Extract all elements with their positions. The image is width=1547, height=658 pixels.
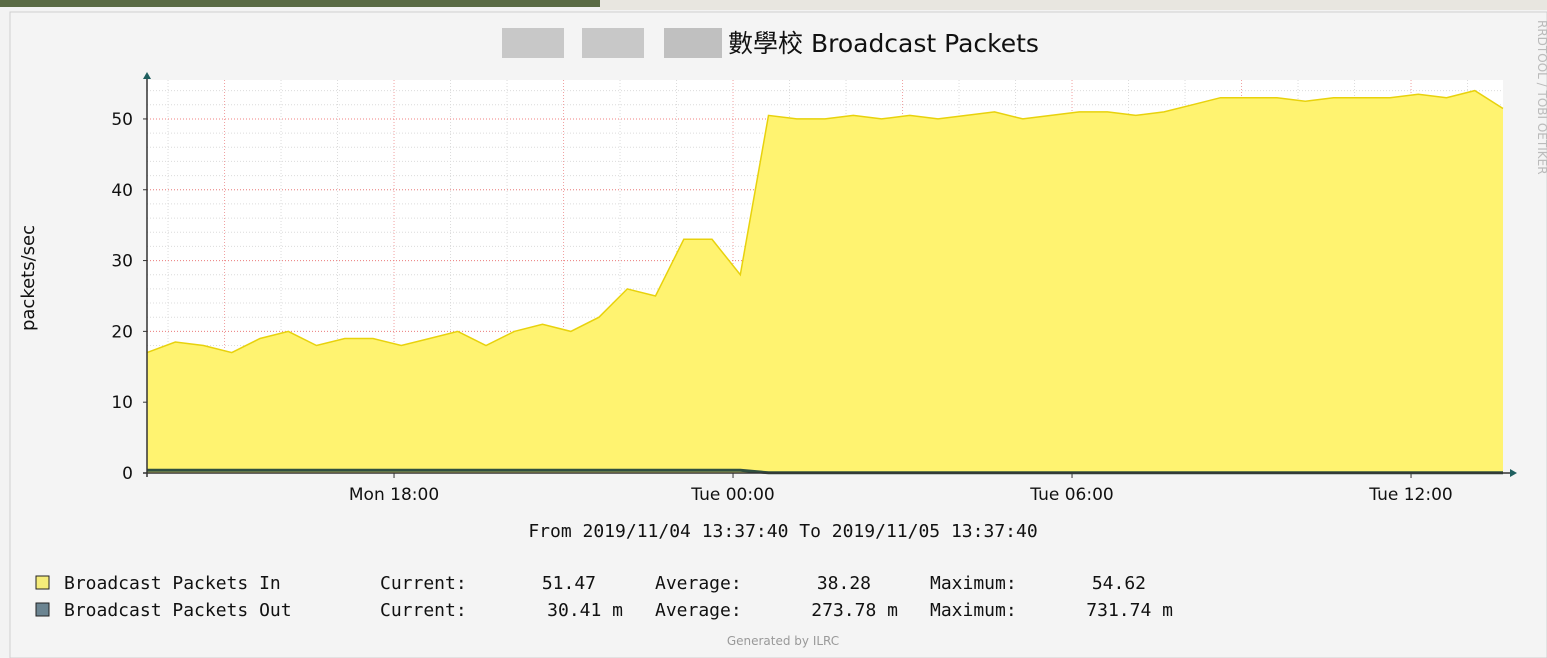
stat-value: 51.47 xyxy=(542,573,596,594)
series-line xyxy=(146,89,1504,354)
y-axis-arrow xyxy=(143,72,151,79)
x-caption: From 2019/11/04 13:37:40 To 2019/11/05 1… xyxy=(528,521,1037,542)
stat-value: 30.41 m xyxy=(547,600,623,621)
stat-label: Maximum: xyxy=(930,600,1017,621)
chart-title: 數學校 Broadcast Packets xyxy=(728,29,1039,58)
blur xyxy=(502,28,564,58)
browser-strip xyxy=(0,0,600,7)
y-tick-label: 10 xyxy=(111,393,133,413)
side-text: RRDTOOL / TOBI OETIKER xyxy=(1535,20,1547,175)
stat-label: Maximum: xyxy=(930,573,1017,594)
legend-label: Broadcast Packets In xyxy=(64,573,281,594)
stat-value: 273.78 m xyxy=(811,600,898,621)
x-axis-arrow xyxy=(1510,469,1517,477)
stat-value: 54.62 xyxy=(1092,573,1146,594)
blur xyxy=(664,28,722,58)
browser-strip xyxy=(600,0,1547,10)
stat-value: 731.74 m xyxy=(1086,600,1173,621)
y-axis-label: packets/sec xyxy=(18,225,39,331)
x-tick-label: Tue 12:00 xyxy=(1368,485,1452,505)
legend-swatch xyxy=(35,602,50,617)
stat-label: Average: xyxy=(655,600,742,621)
y-tick-label: 0 xyxy=(122,464,133,484)
legend-label: Broadcast Packets Out xyxy=(64,600,292,621)
stat-label: Average: xyxy=(655,573,742,594)
stat-label: Current: xyxy=(380,600,467,621)
y-tick-label: 40 xyxy=(111,181,133,201)
blurred-title xyxy=(502,28,722,58)
x-tick-label: Tue 00:00 xyxy=(690,485,774,505)
legend-swatch xyxy=(35,575,50,590)
blur xyxy=(582,28,644,58)
stat-label: Current: xyxy=(380,573,467,594)
y-tick-label: 30 xyxy=(111,252,133,272)
x-tick-label: Mon 18:00 xyxy=(349,485,439,505)
stat-value: 38.28 xyxy=(817,573,871,594)
footer: Generated by ILRC xyxy=(727,634,839,648)
y-tick-label: 20 xyxy=(111,322,133,342)
y-tick-label: 50 xyxy=(111,110,133,130)
area-fill xyxy=(147,90,1503,473)
x-tick-label: Tue 06:00 xyxy=(1029,485,1113,505)
